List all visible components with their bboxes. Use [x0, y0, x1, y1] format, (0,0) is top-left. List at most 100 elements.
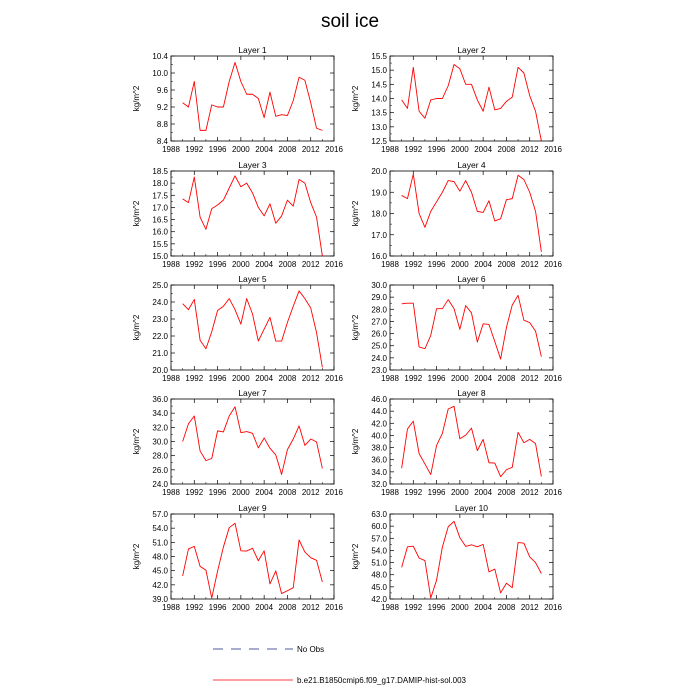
- plot-frame: [170, 284, 335, 371]
- y-tick-label: 34.0: [371, 468, 387, 477]
- x-tick-label: 1996: [428, 488, 446, 497]
- series-line: [401, 64, 542, 142]
- x-tick-label: 2000: [451, 260, 469, 269]
- x-tick-label: 2012: [521, 145, 539, 154]
- x-tick-label: 1992: [404, 260, 422, 269]
- x-tick-label: 1996: [209, 145, 227, 154]
- x-tick-label: 1992: [404, 488, 422, 497]
- panel-layer-7: Layer 7 kg/m^2 1988 1992 1996 2000 2004 2008 201…: [132, 388, 343, 497]
- y-tick-label: 36.0: [152, 395, 168, 404]
- y-axis-label: kg/m^2: [351, 200, 360, 226]
- y-tick-label: 15.5: [371, 52, 387, 61]
- x-tick-label: 2016: [325, 488, 343, 497]
- x-tick-label: 1992: [185, 374, 203, 383]
- figure-title: soil ice: [321, 11, 379, 32]
- y-tick-label: 27.0: [371, 317, 387, 326]
- y-tick-label: 16.5: [152, 216, 168, 225]
- y-tick-label: 12.5: [371, 137, 387, 146]
- x-tick-label: 2004: [474, 374, 492, 383]
- y-tick-label: 38.0: [371, 444, 387, 453]
- y-tick-label: 60.0: [371, 522, 387, 531]
- y-tick-label: 17.0: [152, 203, 168, 212]
- x-tick-label: 2000: [232, 145, 250, 154]
- x-tick-label: 1988: [162, 374, 180, 383]
- x-tick-label: 1996: [428, 145, 446, 154]
- x-tick-label: 2016: [325, 260, 343, 269]
- x-tick-label: 2012: [302, 260, 320, 269]
- panel-layer-6: Layer 6 kg/m^2 1988 1992 1996 2000 2004 2008 201…: [351, 274, 562, 383]
- y-tick-label: 45.0: [152, 567, 168, 576]
- x-tick-label: 1996: [209, 488, 227, 497]
- x-tick-label: 1996: [428, 603, 446, 612]
- panel-layer-2: Layer 2 kg/m^2 1988 1992 1996 2000 2004 2008 201…: [351, 45, 562, 154]
- panel-title: Layer 6: [457, 274, 486, 284]
- y-tick-label: 18.0: [371, 210, 387, 219]
- x-tick-label: 2016: [325, 603, 343, 612]
- x-tick-label: 2012: [302, 488, 320, 497]
- y-tick-label: 24.0: [152, 480, 168, 489]
- x-tick-label: 2000: [232, 603, 250, 612]
- x-tick-label: 2004: [474, 145, 492, 154]
- y-tick-label: 20.0: [152, 366, 168, 375]
- legend-obs-label: No Obs: [297, 645, 324, 654]
- panel-title: Layer 1: [238, 45, 267, 55]
- y-tick-label: 14.0: [371, 95, 387, 104]
- y-tick-label: 48.0: [371, 571, 387, 580]
- x-tick-label: 1996: [209, 260, 227, 269]
- x-tick-label: 1988: [381, 145, 399, 154]
- y-axis-label: kg/m^2: [351, 85, 360, 111]
- y-tick-label: 22.0: [152, 332, 168, 341]
- panel-grid: Layer 1 kg/m^2 1988 1992 1996 2000 2004 2008 201…: [132, 45, 562, 612]
- x-tick-label: 2008: [279, 145, 297, 154]
- series-line: [401, 405, 542, 478]
- x-tick-label: 2012: [302, 603, 320, 612]
- y-tick-label: 15.5: [152, 240, 168, 249]
- x-tick-label: 2000: [451, 603, 469, 612]
- x-tick-label: 1988: [162, 603, 180, 612]
- panel-title: Layer 3: [238, 160, 267, 170]
- panel-title: Layer 4: [457, 160, 486, 170]
- x-tick-label: 2012: [521, 374, 539, 383]
- panel-title: Layer 9: [238, 503, 267, 513]
- x-tick-label: 2012: [302, 145, 320, 154]
- series-line: [182, 290, 323, 368]
- panel-title: Layer 2: [457, 45, 486, 55]
- y-tick-label: 51.0: [371, 559, 387, 568]
- y-tick-label: 15.0: [371, 66, 387, 75]
- y-tick-label: 26.0: [371, 330, 387, 339]
- x-tick-label: 2004: [255, 374, 273, 383]
- series-line: [182, 522, 323, 599]
- y-tick-label: 63.0: [371, 510, 387, 519]
- x-tick-label: 2004: [255, 260, 273, 269]
- x-tick-label: 2016: [544, 374, 562, 383]
- x-tick-label: 1996: [428, 260, 446, 269]
- plot-frame: [389, 55, 554, 142]
- y-axis-label: kg/m^2: [132, 314, 141, 340]
- panel-title: Layer 7: [238, 388, 267, 398]
- x-tick-label: 1992: [185, 488, 203, 497]
- y-tick-label: 26.0: [152, 466, 168, 475]
- y-tick-label: 42.0: [371, 419, 387, 428]
- x-tick-label: 1992: [185, 145, 203, 154]
- x-tick-label: 1996: [209, 374, 227, 383]
- y-tick-label: 16.0: [371, 252, 387, 261]
- y-tick-label: 28.0: [371, 305, 387, 314]
- series-line: [182, 61, 323, 131]
- panel-layer-5: Layer 5 kg/m^2 1988 1992 1996 2000 2004 2008 201…: [132, 274, 343, 383]
- x-tick-label: 2012: [302, 374, 320, 383]
- y-tick-label: 10.4: [152, 52, 168, 61]
- y-tick-label: 28.0: [152, 452, 168, 461]
- y-tick-label: 57.0: [152, 510, 168, 519]
- x-tick-label: 2016: [325, 374, 343, 383]
- y-tick-label: 46.0: [371, 395, 387, 404]
- plot-frame: [389, 398, 554, 485]
- y-tick-label: 8.8: [157, 120, 169, 129]
- series-line: [182, 175, 323, 257]
- x-tick-label: 1992: [404, 374, 422, 383]
- y-tick-label: 8.4: [157, 137, 169, 146]
- y-tick-label: 42.0: [371, 595, 387, 604]
- x-tick-label: 2004: [474, 488, 492, 497]
- x-tick-label: 2008: [279, 374, 297, 383]
- y-tick-label: 9.6: [157, 86, 169, 95]
- x-tick-label: 1992: [185, 603, 203, 612]
